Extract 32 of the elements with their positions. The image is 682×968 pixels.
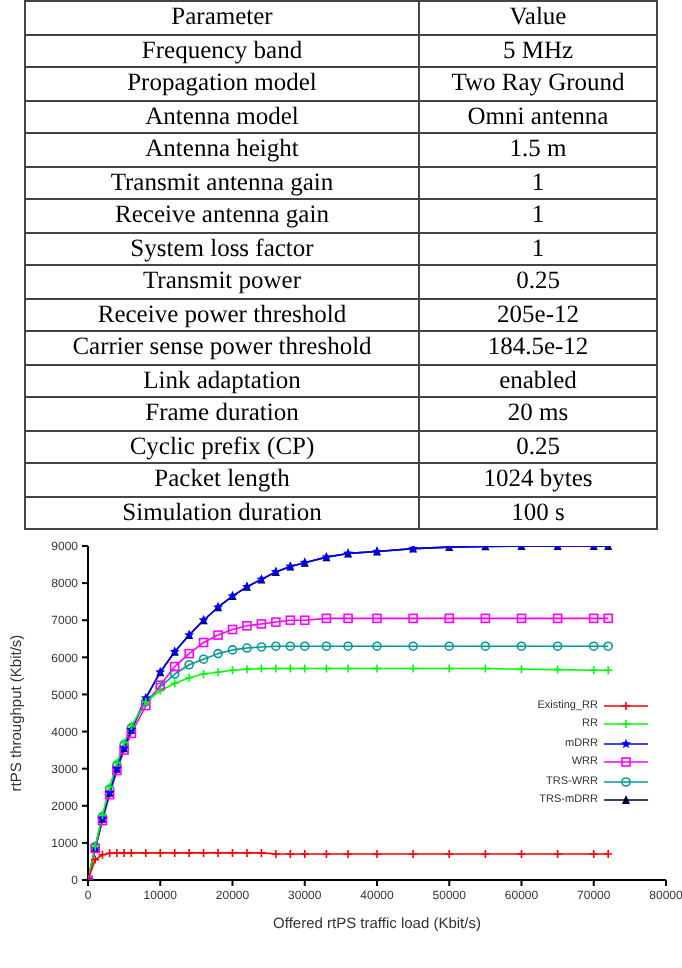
text: System loss factor bbox=[25, 232, 419, 265]
text: Carrier sense power threshold bbox=[25, 331, 419, 364]
text: Transmit antenna gain bbox=[25, 166, 419, 199]
text: 20 ms bbox=[419, 397, 657, 430]
text: 1024 bytes bbox=[419, 463, 657, 496]
text: Parameter bbox=[25, 1, 419, 34]
text: Transmit power bbox=[25, 265, 419, 298]
text: Antenna model bbox=[25, 100, 419, 133]
text: Value bbox=[419, 1, 657, 34]
text: 1 bbox=[419, 199, 657, 232]
text: Receive antenna gain bbox=[25, 199, 419, 232]
text: Frame duration bbox=[25, 397, 419, 430]
text: Receive power threshold bbox=[25, 298, 419, 331]
text: Two Ray Ground bbox=[419, 67, 657, 100]
text: Link adaptation bbox=[25, 364, 419, 397]
text: 1 bbox=[419, 166, 657, 199]
text: 0.25 bbox=[419, 430, 657, 463]
text: 1.5 m bbox=[419, 133, 657, 166]
text: Packet length bbox=[25, 463, 419, 496]
text: Frequency band bbox=[25, 34, 419, 67]
text: Simulation duration bbox=[25, 496, 419, 529]
text: Cyclic prefix (CP) bbox=[25, 430, 419, 463]
text: 100 s bbox=[419, 496, 657, 529]
text: 1 bbox=[419, 232, 657, 265]
text: 0.25 bbox=[419, 265, 657, 298]
text: 205e-12 bbox=[419, 298, 657, 331]
text: Propagation model bbox=[25, 67, 419, 100]
text: 184.5e-12 bbox=[419, 331, 657, 364]
text: 5 MHz bbox=[419, 34, 657, 67]
text: Omni antenna bbox=[419, 100, 657, 133]
text: Antenna height bbox=[25, 133, 419, 166]
text: enabled bbox=[419, 364, 657, 397]
